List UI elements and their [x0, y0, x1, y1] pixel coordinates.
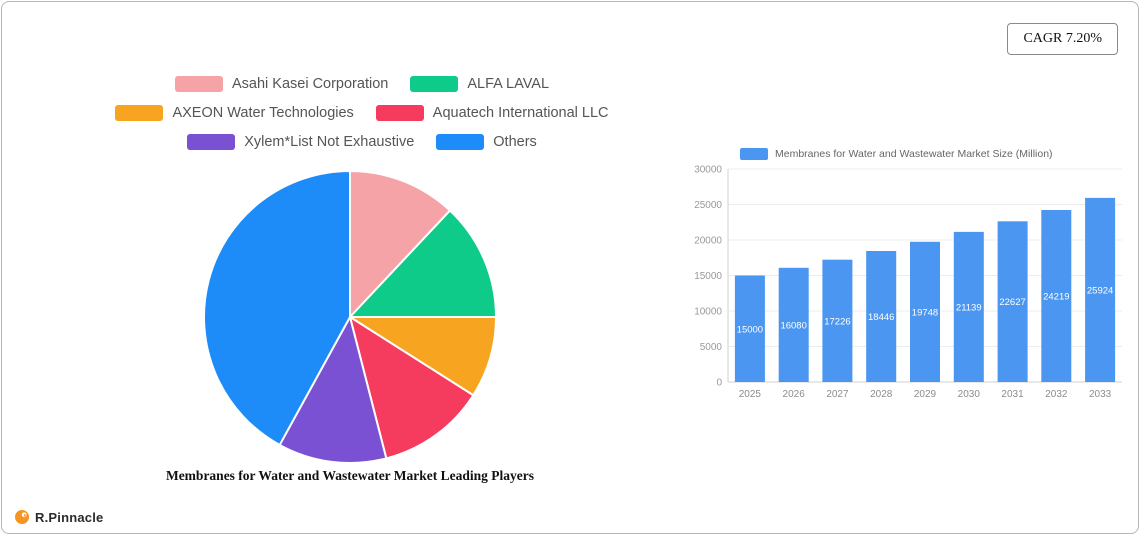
pie-slice-3[interactable] — [349, 316, 497, 397]
legend-swatch — [410, 76, 459, 92]
pie-legend: Asahi Kasei Corporation ALFA LAVAL AXEON W… — [72, 76, 652, 150]
bar-value-label: 17226 — [824, 316, 850, 327]
legend-label: AXEON Water Technologies — [172, 105, 354, 121]
x-axis-tick-label: 2033 — [1089, 389, 1112, 400]
y-axis-tick-label: 10000 — [694, 307, 722, 318]
pie-slice-4[interactable] — [349, 316, 475, 460]
y-axis-tick-label: 5000 — [700, 342, 723, 353]
cagr-label: CAGR 7.20% — [1023, 31, 1102, 46]
bar-legend-label: Membranes for Water and Wastewater Marke… — [775, 148, 1053, 160]
legend-swatch — [115, 105, 164, 121]
legend-swatch — [436, 134, 485, 150]
x-axis-tick-label: 2029 — [914, 389, 937, 400]
brand-name: R.Pinnacle — [35, 509, 104, 525]
y-axis-tick-label: 0 — [716, 378, 722, 389]
cagr-badge: CAGR 7.20% — [1007, 23, 1118, 55]
x-axis-tick-label: 2026 — [783, 389, 806, 400]
bar-2032[interactable] — [1041, 210, 1072, 382]
legend-label: ALFA LAVAL — [467, 76, 550, 92]
pie-chart-title: Membranes for Water and Wastewater Marke… — [165, 468, 535, 483]
bar-2027[interactable] — [822, 259, 853, 382]
y-axis-tick-label: 25000 — [694, 200, 722, 211]
x-axis-tick-label: 2032 — [1045, 389, 1068, 400]
bar-2028[interactable] — [866, 251, 897, 382]
legend-swatch — [174, 76, 223, 92]
bar-value-label: 22627 — [999, 297, 1025, 308]
pie-legend-item[interactable]: Asahi Kasei Corporation — [174, 76, 389, 92]
pie-legend-item[interactable]: Xylem*List Not Exhaustive — [187, 134, 414, 150]
legend-swatch — [187, 134, 236, 150]
legend-label: Xylem*List Not Exhaustive — [244, 134, 415, 150]
bar-value-label: 21139 — [956, 302, 982, 313]
bar-value-label: 16080 — [780, 320, 806, 331]
bar-value-label: 15000 — [737, 324, 763, 335]
legend-swatch — [375, 105, 424, 121]
bar-value-label: 18446 — [868, 312, 894, 323]
pie-legend-item[interactable]: AXEON Water Technologies — [115, 105, 354, 121]
pie-chart[interactable] — [200, 168, 500, 468]
pie-legend-item[interactable]: Aquatech International LLC — [375, 105, 609, 121]
bar-chart[interactable]: 0 5000 10000 15000 20000 25000 30000 15000 2025 1… — [690, 161, 1130, 416]
x-axis-tick-label: 2031 — [1001, 389, 1024, 400]
y-axis-tick-label: 20000 — [694, 236, 722, 247]
pie-slice-1[interactable] — [349, 170, 451, 318]
bar-2033[interactable] — [1085, 197, 1116, 382]
x-axis-tick-label: 2027 — [826, 389, 849, 400]
brand-logo-icon — [15, 510, 29, 524]
bar-value-label: 19748 — [912, 307, 938, 318]
bar-2030[interactable] — [953, 231, 984, 382]
bar-value-label: 25924 — [1087, 285, 1113, 296]
bar-2029[interactable] — [910, 241, 940, 382]
x-axis-tick-label: 2025 — [739, 389, 762, 400]
x-axis-tick-label: 2028 — [870, 389, 893, 400]
y-axis-tick-label: 15000 — [694, 271, 722, 282]
pie-slice-6[interactable] — [203, 170, 351, 446]
bar-legend-item[interactable]: Membranes for Water and Wastewater Marke… — [740, 148, 1053, 160]
pie-legend-item[interactable]: Others — [436, 134, 537, 150]
legend-label: Others — [493, 134, 537, 150]
bar-2031[interactable] — [997, 221, 1028, 382]
bar-legend-swatch — [740, 148, 768, 160]
legend-label: Asahi Kasei Corporation — [231, 76, 389, 92]
bar-value-label: 24219 — [1043, 292, 1069, 303]
pie-legend-item[interactable]: ALFA LAVAL — [410, 76, 549, 92]
brand-logo: R.Pinnacle — [14, 509, 103, 525]
bar-2025[interactable] — [734, 275, 765, 383]
pie-slice-2[interactable] — [349, 209, 497, 318]
x-axis-tick-label: 2030 — [958, 389, 981, 400]
legend-label: Aquatech International LLC — [432, 105, 609, 121]
y-axis-tick-label: 30000 — [694, 165, 722, 176]
bar-2026[interactable] — [778, 267, 809, 382]
pie-slice-5[interactable] — [278, 316, 388, 464]
